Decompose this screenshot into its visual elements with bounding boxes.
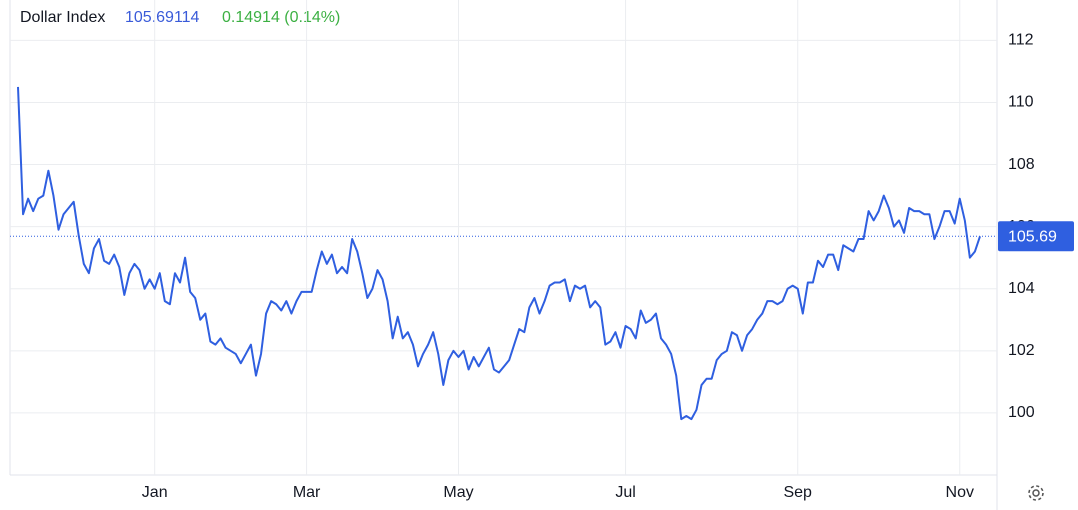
y-tick-label: 112 <box>1008 32 1034 49</box>
header-value: 105.69114 <box>125 9 200 26</box>
y-tick-label: 108 <box>1008 156 1035 173</box>
y-tick-label: 110 <box>1008 94 1034 111</box>
settings-icon[interactable] <box>1028 485 1044 501</box>
x-tick-label: Jul <box>615 484 635 501</box>
series-line <box>17 86 981 421</box>
x-tick-label: May <box>443 484 473 501</box>
x-tick-label: Mar <box>293 484 321 501</box>
price-tag <box>998 221 1074 252</box>
y-tick-label: 100 <box>1008 404 1035 421</box>
header-change: 0.14914 (0.14%) <box>222 9 340 26</box>
y-tick-label: 104 <box>1008 280 1035 297</box>
x-tick-label: Nov <box>946 484 974 501</box>
x-tick-label: Jan <box>142 484 168 501</box>
price-tag-label: 105.69 <box>1008 228 1057 245</box>
y-tick-label: 102 <box>1008 342 1035 359</box>
series-name: Dollar Index <box>20 9 105 26</box>
x-tick-label: Sep <box>783 484 812 501</box>
